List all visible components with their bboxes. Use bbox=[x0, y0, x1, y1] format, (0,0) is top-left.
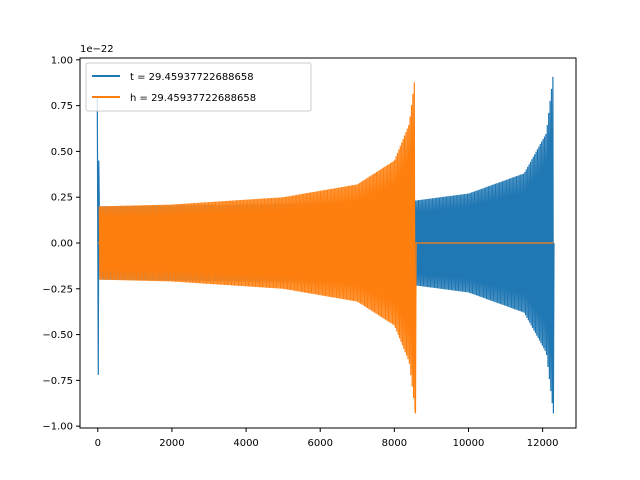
y-tick-label: −0.25 bbox=[42, 284, 73, 295]
y-tick-label: 0.25 bbox=[51, 193, 73, 204]
y-tick-label: 1.00 bbox=[51, 55, 73, 66]
x-tick-label: 12000 bbox=[527, 438, 559, 449]
y-axis-ticks: −1.00 −0.75 −0.50 −0.25 0.00 0.25 0.50 0.75 1.00 bbox=[42, 55, 80, 433]
x-tick-label: 8000 bbox=[382, 438, 407, 449]
x-tick-label: 0 bbox=[95, 438, 101, 449]
y-tick-label: −0.50 bbox=[42, 330, 73, 341]
x-tick-label: 4000 bbox=[233, 438, 258, 449]
legend-label-series-1: t = 29.45937722688658 bbox=[130, 72, 254, 83]
legend-box bbox=[85, 62, 312, 112]
x-axis-ticks: 0 2000 4000 6000 8000 10000 12000 bbox=[95, 428, 559, 449]
y-tick-label: 0.50 bbox=[51, 147, 73, 158]
series-line-2 bbox=[98, 82, 554, 414]
y-tick-label: −1.00 bbox=[42, 422, 73, 433]
series-layer bbox=[96, 76, 555, 414]
y-offset-label: 1e−22 bbox=[80, 44, 114, 55]
x-tick-label: 6000 bbox=[307, 438, 332, 449]
x-tick-label: 10000 bbox=[453, 438, 485, 449]
x-tick-label: 2000 bbox=[159, 438, 184, 449]
y-tick-label: 0.00 bbox=[51, 239, 73, 250]
legend: t = 29.45937722688658 h = 29.45937722688… bbox=[85, 62, 312, 112]
y-tick-label: −0.75 bbox=[42, 376, 73, 387]
legend-label-series-2: h = 29.45937722688658 bbox=[130, 93, 256, 104]
y-tick-label: 0.75 bbox=[51, 101, 73, 112]
